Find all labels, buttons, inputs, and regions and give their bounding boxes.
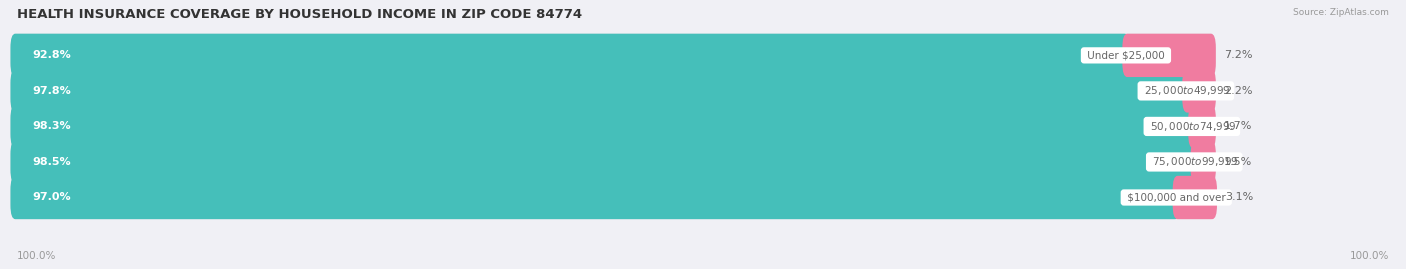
Text: 92.8%: 92.8%	[32, 50, 70, 60]
Text: 1.7%: 1.7%	[1225, 121, 1253, 132]
Text: 2.2%: 2.2%	[1225, 86, 1253, 96]
Text: 97.0%: 97.0%	[32, 193, 70, 203]
FancyBboxPatch shape	[10, 34, 1129, 77]
Text: $100,000 and over: $100,000 and over	[1123, 193, 1229, 203]
Text: $75,000 to $99,999: $75,000 to $99,999	[1149, 155, 1240, 168]
FancyBboxPatch shape	[10, 140, 1198, 184]
FancyBboxPatch shape	[10, 69, 1216, 112]
Text: 97.8%: 97.8%	[32, 86, 70, 96]
Text: 100.0%: 100.0%	[1350, 251, 1389, 261]
Text: Under $25,000: Under $25,000	[1084, 50, 1168, 60]
FancyBboxPatch shape	[1188, 105, 1216, 148]
Text: 1.5%: 1.5%	[1225, 157, 1253, 167]
FancyBboxPatch shape	[10, 105, 1216, 148]
FancyBboxPatch shape	[10, 69, 1189, 112]
FancyBboxPatch shape	[1122, 34, 1216, 77]
FancyBboxPatch shape	[10, 176, 1216, 219]
Text: HEALTH INSURANCE COVERAGE BY HOUSEHOLD INCOME IN ZIP CODE 84774: HEALTH INSURANCE COVERAGE BY HOUSEHOLD I…	[17, 8, 582, 21]
FancyBboxPatch shape	[10, 176, 1180, 219]
FancyBboxPatch shape	[10, 105, 1195, 148]
Text: 100.0%: 100.0%	[17, 251, 56, 261]
FancyBboxPatch shape	[1173, 176, 1218, 219]
FancyBboxPatch shape	[1191, 140, 1216, 184]
Text: 98.3%: 98.3%	[32, 121, 70, 132]
Text: $25,000 to $49,999: $25,000 to $49,999	[1140, 84, 1232, 97]
Text: 98.5%: 98.5%	[32, 157, 70, 167]
Text: 7.2%: 7.2%	[1225, 50, 1253, 60]
Text: $50,000 to $74,999: $50,000 to $74,999	[1147, 120, 1237, 133]
Text: Source: ZipAtlas.com: Source: ZipAtlas.com	[1294, 8, 1389, 17]
Text: 3.1%: 3.1%	[1226, 193, 1254, 203]
FancyBboxPatch shape	[1182, 69, 1216, 112]
FancyBboxPatch shape	[10, 34, 1216, 77]
FancyBboxPatch shape	[10, 140, 1216, 184]
